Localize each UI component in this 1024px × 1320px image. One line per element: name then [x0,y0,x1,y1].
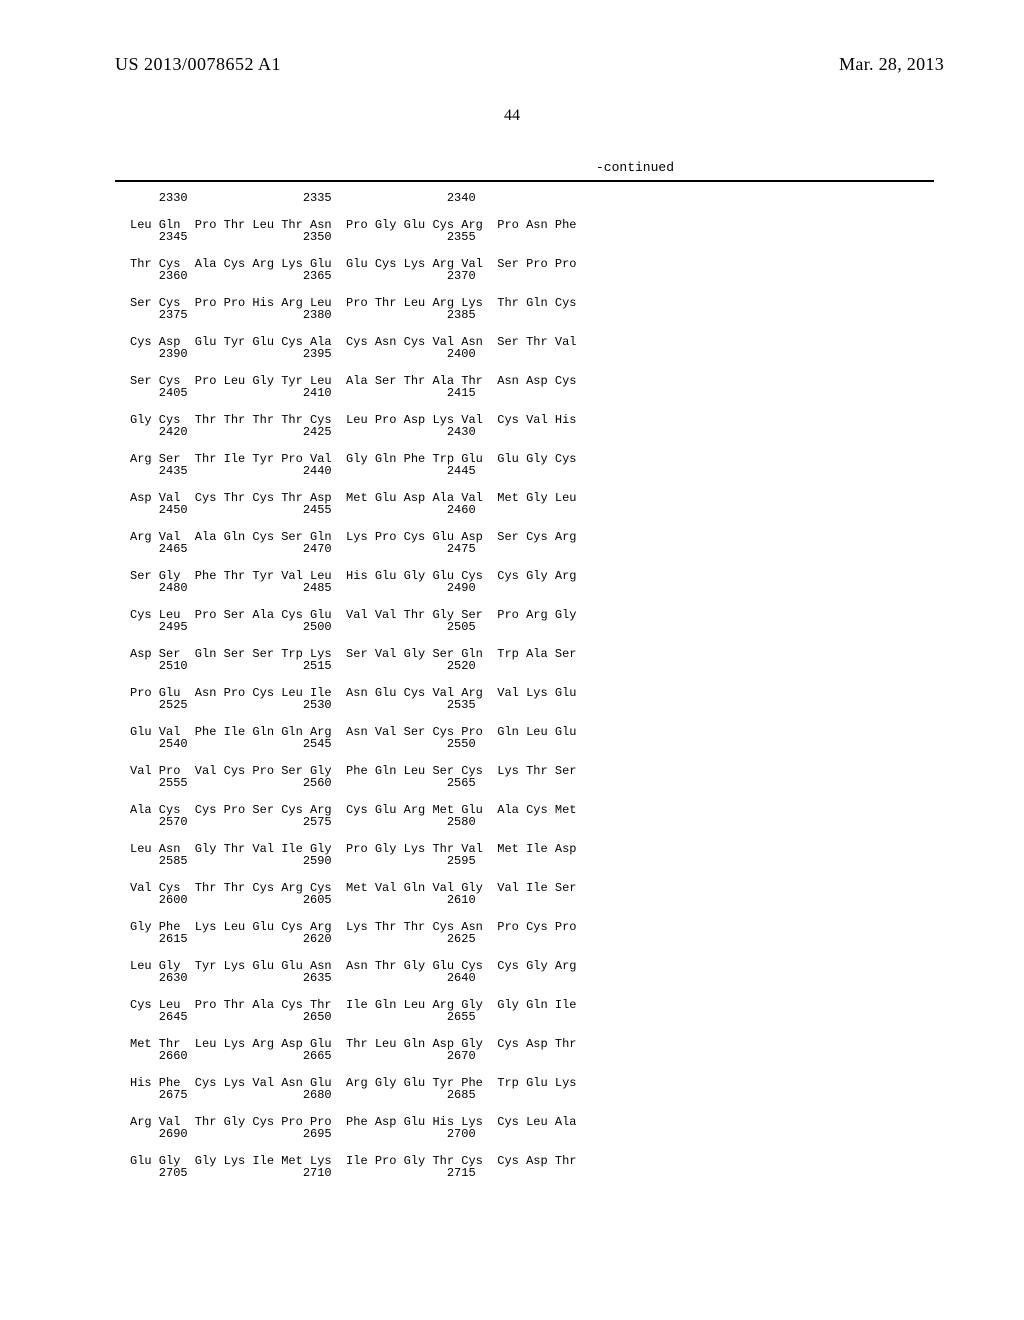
sequence-position-row: 2585 2590 2595 [130,855,576,867]
sequence-listing: 2330 2335 2340Leu Gln Pro Thr Leu Thr As… [130,192,576,1179]
sequence-position-row: 2570 2575 2580 [130,816,576,828]
sequence-position-row: 2675 2680 2685 [130,1089,576,1101]
sequence-position-row: 2600 2605 2610 [130,894,576,906]
sequence-position-row: 2480 2485 2490 [130,582,576,594]
publication-date: Mar. 28, 2013 [839,54,944,75]
sequence-position-row: 2495 2500 2505 [130,621,576,633]
page-header: US 2013/0078652 A1 Mar. 28, 2013 [0,54,1024,75]
sequence-position-row: 2435 2440 2445 [130,465,576,477]
sequence-position-row: 2615 2620 2625 [130,933,576,945]
sequence-position-row: 2360 2365 2370 [130,270,576,282]
sequence-position-row: 2540 2545 2550 [130,738,576,750]
continued-label: -continued [596,160,674,175]
sequence-position-row: 2330 2335 2340 [130,192,576,204]
sequence-position-row: 2375 2380 2385 [130,309,576,321]
application-number: US 2013/0078652 A1 [115,54,281,75]
sequence-position-row: 2420 2425 2430 [130,426,576,438]
sequence-position-row: 2645 2650 2655 [130,1011,576,1023]
sequence-position-row: 2390 2395 2400 [130,348,576,360]
sequence-position-row: 2345 2350 2355 [130,231,576,243]
sequence-position-row: 2630 2635 2640 [130,972,576,984]
sequence-position-row: 2660 2665 2670 [130,1050,576,1062]
sequence-position-row: 2705 2710 2715 [130,1167,576,1179]
horizontal-rule [115,180,934,182]
sequence-position-row: 2690 2695 2700 [130,1128,576,1140]
sequence-position-row: 2510 2515 2520 [130,660,576,672]
sequence-position-row: 2450 2455 2460 [130,504,576,516]
sequence-position-row: 2555 2560 2565 [130,777,576,789]
page-number: 44 [0,107,1024,125]
sequence-position-row: 2465 2470 2475 [130,543,576,555]
sequence-position-row: 2405 2410 2415 [130,387,576,399]
sequence-position-row: 2525 2530 2535 [130,699,576,711]
